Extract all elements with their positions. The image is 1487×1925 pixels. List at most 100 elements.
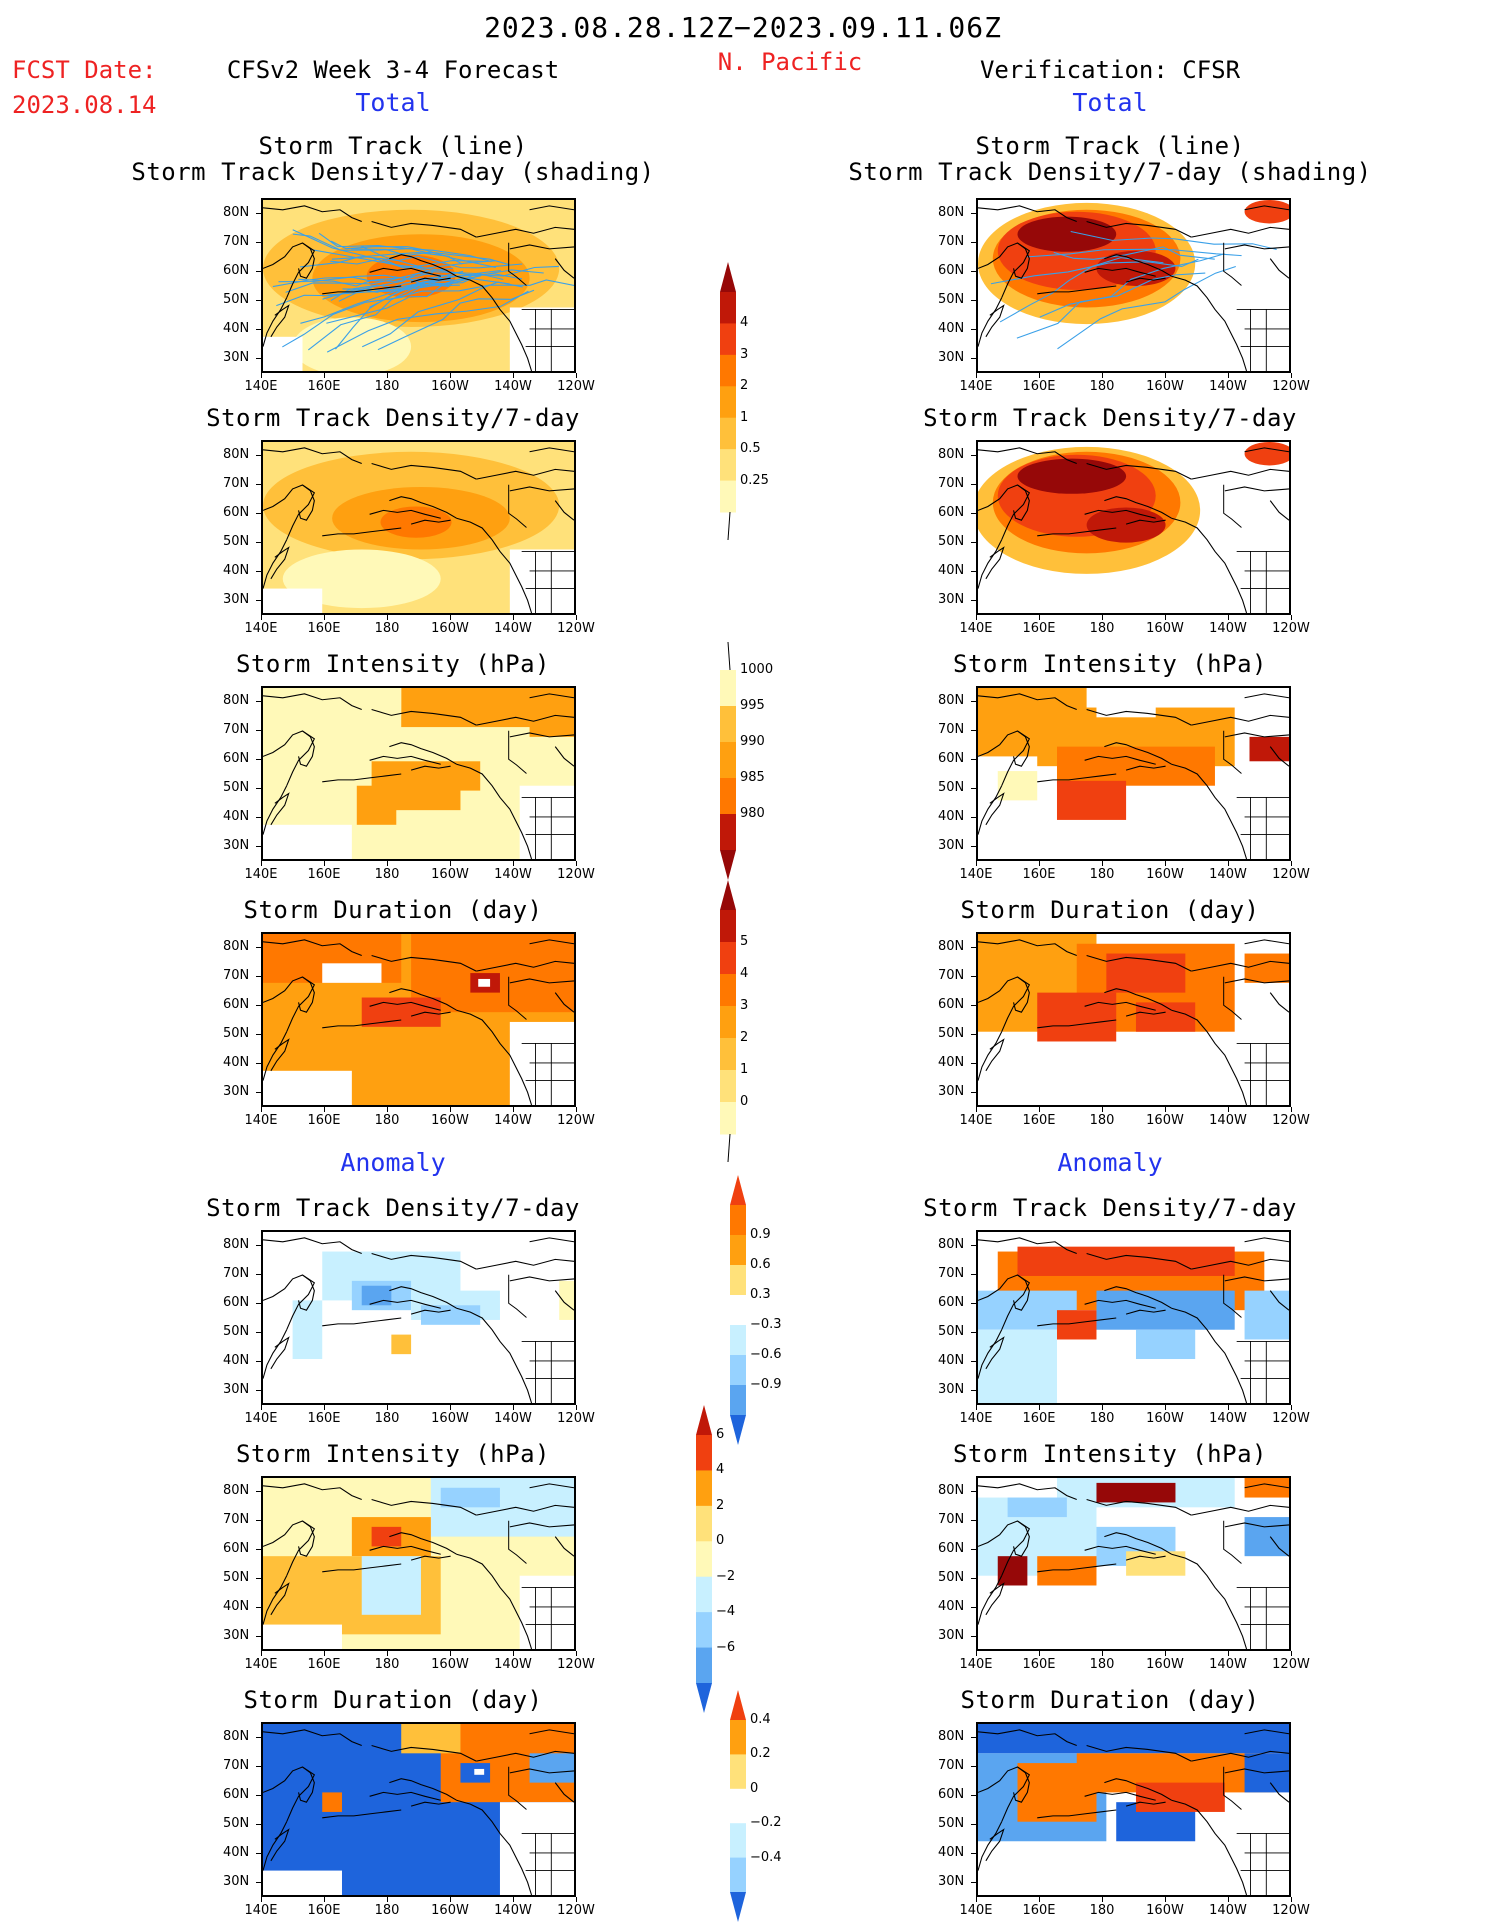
lon-tick-label: 160W <box>1146 621 1184 636</box>
colorbar-label: 0.25 <box>740 472 769 488</box>
coastline <box>1244 1237 1289 1243</box>
map-forecast-total-density <box>261 440 576 615</box>
coastline <box>476 1258 574 1270</box>
lat-tick-mark <box>256 483 261 485</box>
lat-tick-mark <box>971 1578 976 1580</box>
colorbar-label: 0 <box>716 1533 725 1549</box>
lat-tick-label: 80N <box>938 1728 965 1744</box>
coastline <box>263 205 362 222</box>
storm-track-line <box>272 271 434 288</box>
coastline <box>1086 220 1192 238</box>
lon-tick-mark <box>324 1651 325 1656</box>
coastline <box>985 1336 1005 1370</box>
lon-tick-mark <box>1291 861 1292 866</box>
lat-tick-label: 70N <box>938 1265 965 1281</box>
coastline <box>1191 1258 1289 1270</box>
colorbar-label: 0.3 <box>750 1287 771 1302</box>
title-r4-right: Storm Duration (day) <box>960 896 1260 924</box>
lat-tick-label: 30N <box>938 592 965 608</box>
colorbar-graphic <box>720 262 736 541</box>
title-r5-right: Storm Track Density/7-day <box>923 1194 1297 1222</box>
storm-track-line <box>360 245 559 277</box>
border-line <box>1223 1274 1242 1318</box>
colorbar-segment <box>720 449 736 482</box>
coastline <box>263 297 288 347</box>
title-r3-left: Storm Intensity (hPa) <box>236 650 550 678</box>
coastline <box>978 1821 1003 1871</box>
lat-tick-label: 70N <box>223 1265 250 1281</box>
colorbar-segment <box>730 1235 746 1266</box>
shaded-cell <box>322 1792 342 1812</box>
lon-tick-mark <box>324 1107 325 1112</box>
lat-tick-mark <box>256 241 261 243</box>
shaded-cell <box>361 997 441 1027</box>
shaded-cell <box>440 1487 500 1508</box>
lon-tick-mark <box>1291 1405 1292 1410</box>
shaded-cell <box>559 1280 574 1320</box>
lat-tick-mark <box>256 571 261 573</box>
shaded-cell <box>292 1300 323 1360</box>
lat-tick-mark <box>971 788 976 790</box>
lat-tick-label: 80N <box>223 446 250 462</box>
lat-tick-label: 80N <box>938 1482 965 1498</box>
lon-tick-mark <box>513 615 514 620</box>
colorbar-segment <box>730 1205 746 1236</box>
lon-tick-label: 140E <box>959 1113 993 1128</box>
lat-tick-mark <box>971 1332 976 1334</box>
lat-tick-mark <box>971 817 976 819</box>
coastline <box>410 1801 451 1807</box>
storm-track-line <box>330 240 496 268</box>
colorbar-label: 0.6 <box>750 1257 771 1272</box>
lon-tick-label: 120W <box>1272 379 1310 394</box>
coastline <box>1171 763 1248 859</box>
lon-tick-label: 120W <box>557 1411 595 1426</box>
lon-tick-label: 120W <box>1272 621 1310 636</box>
state-borders <box>1236 551 1289 613</box>
colorbar-segment <box>730 1788 746 1824</box>
lon-tick-label: 160W <box>431 1657 469 1672</box>
map-forecast-anomaly-density <box>261 1230 576 1405</box>
state-borders <box>1236 797 1289 859</box>
lon-tick-mark <box>576 1107 577 1112</box>
title-r7-right: Storm Duration (day) <box>960 1686 1260 1714</box>
lat-tick-label: 60N <box>223 1786 250 1802</box>
lat-tick-label: 60N <box>938 1294 965 1310</box>
lat-tick-mark <box>256 1004 261 1006</box>
colorbar-segment <box>730 1355 746 1386</box>
lon-tick-label: 180 <box>374 1903 400 1918</box>
coastline <box>1084 1001 1156 1011</box>
lat-tick-mark <box>971 758 976 760</box>
coastline <box>270 1828 290 1862</box>
colorbar-segment <box>720 910 736 943</box>
lat-tick-mark <box>256 1882 261 1884</box>
coastline <box>298 1520 315 1557</box>
coastline <box>1086 1252 1192 1270</box>
lon-tick-label: 160E <box>1022 1657 1056 1672</box>
lon-tick-label: 140E <box>959 621 993 636</box>
colorbar-bottom-arrow <box>730 1892 746 1922</box>
lat-tick-mark <box>256 1765 261 1767</box>
colorbar-label: 2 <box>716 1497 725 1513</box>
colorbar-open-end <box>727 641 731 671</box>
colorbar-label: 0.9 <box>750 1227 771 1242</box>
coastline <box>263 1483 362 1500</box>
lon-tick-label: 160W <box>1146 1657 1184 1672</box>
lon-tick-label: 140W <box>1209 621 1247 636</box>
lon-tick-label: 140E <box>244 379 278 394</box>
coastline <box>270 304 290 338</box>
lon-tick-mark <box>1228 373 1229 378</box>
lon-tick-label: 180 <box>1089 1903 1115 1918</box>
coastline <box>456 1553 533 1649</box>
coastline <box>1171 1799 1248 1895</box>
coastline <box>371 220 477 238</box>
colorbar-bottom-arrow <box>730 1415 746 1445</box>
shaded-cell <box>529 1753 574 1783</box>
coastline <box>554 746 574 767</box>
lat-tick-mark <box>971 1548 976 1550</box>
coastline <box>298 242 315 279</box>
lon-tick-label: 140E <box>959 1657 993 1672</box>
lon-tick-mark <box>513 1107 514 1112</box>
colorbar-label: −6 <box>716 1639 736 1655</box>
lat-tick-mark <box>971 1794 976 1796</box>
lon-tick-label: 140W <box>1209 867 1247 882</box>
